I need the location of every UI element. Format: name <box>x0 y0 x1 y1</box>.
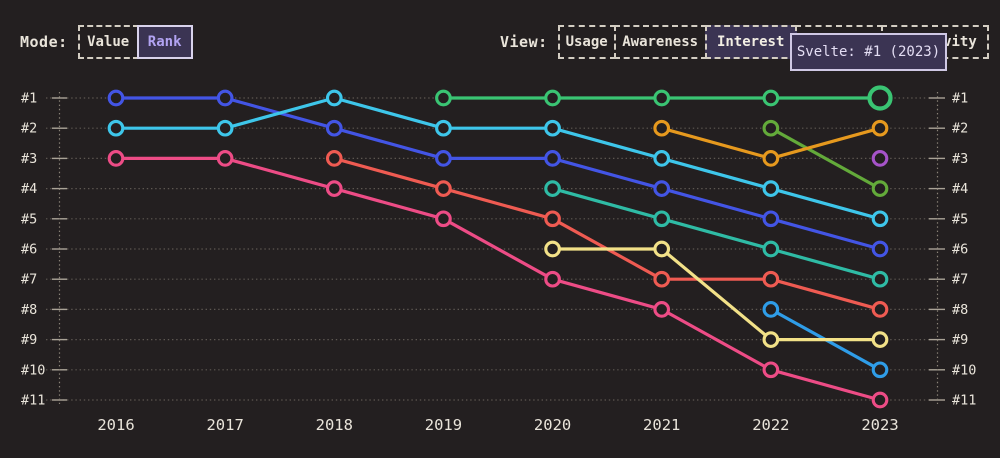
year-label-2017: 2017 <box>206 416 243 434</box>
data-point-blue-2021[interactable] <box>653 180 671 197</box>
mode-label: Mode: <box>20 33 68 51</box>
data-point-blue-2023[interactable] <box>871 240 889 258</box>
series-line-lime <box>769 126 882 191</box>
data-point-pink-2021[interactable] <box>653 301 671 318</box>
rank-label-right: #8 <box>952 302 968 318</box>
series-line-teal <box>550 187 882 281</box>
data-point-blue-2016[interactable] <box>107 89 125 107</box>
data-point-cyan-2021[interactable] <box>653 150 671 167</box>
data-point-cyan-2018[interactable] <box>325 89 343 107</box>
data-point-lime-2023[interactable] <box>871 180 889 197</box>
data-point-red-2023[interactable] <box>871 301 889 318</box>
mode-value-button[interactable]: Value <box>77 25 139 59</box>
mode-rank-button[interactable]: Rank <box>136 25 193 59</box>
rank-label-right: #2 <box>952 121 968 137</box>
data-point-red-2021[interactable] <box>653 270 671 288</box>
rank-label-left: #10 <box>21 362 45 378</box>
series-line-red <box>332 156 882 311</box>
data-point-cyan-2016[interactable] <box>107 119 125 137</box>
data-point-pink-2022[interactable] <box>762 361 780 379</box>
data-point-blue-2019[interactable] <box>435 150 452 167</box>
data-point-orange-2023[interactable] <box>871 119 889 137</box>
year-label-2023: 2023 <box>861 416 898 434</box>
year-label-2016: 2016 <box>97 416 134 434</box>
series-line-cyan <box>114 96 882 221</box>
data-point-pink-2017[interactable] <box>216 150 234 167</box>
data-point-cyan-2017[interactable] <box>216 119 234 137</box>
data-point-cyan-2020[interactable] <box>544 119 561 137</box>
rank-label-left: #3 <box>21 151 37 167</box>
data-point-pink-2016[interactable] <box>107 150 125 167</box>
series-line-blue <box>114 96 882 251</box>
data-point-svelte-2019[interactable] <box>435 89 452 107</box>
data-point-red-2018[interactable] <box>325 150 343 167</box>
year-label-2019: 2019 <box>425 416 462 434</box>
data-point-red-2020[interactable] <box>544 210 561 228</box>
data-point-pink-2018[interactable] <box>325 180 343 197</box>
data-point-teal-2021[interactable] <box>653 210 671 228</box>
data-point-pink-2023[interactable] <box>871 391 889 409</box>
rank-label-left: #7 <box>21 272 37 288</box>
data-point-svelte-2022[interactable] <box>762 89 780 107</box>
data-point-cyan-2023[interactable] <box>871 210 889 228</box>
rank-label-right: #6 <box>952 242 968 258</box>
data-point-yellow-2023[interactable] <box>871 331 889 348</box>
view-label: View: <box>500 33 548 51</box>
data-point-blue-2022[interactable] <box>762 210 780 228</box>
data-point-pink-2019[interactable] <box>435 210 452 228</box>
data-point-svelte-2020[interactable] <box>544 89 561 107</box>
rank-label-right: #10 <box>952 362 976 378</box>
year-label-2021: 2021 <box>643 416 680 434</box>
data-point-red-2022[interactable] <box>762 270 780 288</box>
rank-label-right: #9 <box>952 332 968 348</box>
data-point-orange-2021[interactable] <box>653 119 671 137</box>
year-label-2020: 2020 <box>534 416 571 434</box>
rank-label-left: #8 <box>21 302 37 318</box>
svelte-tooltip: Svelte: #1 (2023) <box>790 33 947 71</box>
year-label-2022: 2022 <box>752 416 789 434</box>
mode-control-group: Mode: Value Rank <box>20 25 193 59</box>
data-point-svelte-2021[interactable] <box>653 89 671 107</box>
data-point-blue-2017[interactable] <box>216 89 234 107</box>
rank-label-left: #11 <box>21 393 45 409</box>
data-point-teal-2023[interactable] <box>871 270 889 288</box>
data-point-teal-2020[interactable] <box>544 180 561 197</box>
rank-label-right: #3 <box>952 151 968 167</box>
series-line-yellow <box>550 247 882 342</box>
data-point-blue-2018[interactable] <box>325 119 343 137</box>
data-point-yellow-2021[interactable] <box>653 240 671 258</box>
data-point-lime-2022[interactable] <box>762 119 780 137</box>
data-point-pink-2020[interactable] <box>544 270 561 288</box>
data-point-azure-2023[interactable] <box>871 361 889 379</box>
data-point-red-2019[interactable] <box>435 180 452 197</box>
rank-label-right: #1 <box>952 91 968 107</box>
rank-label-left: #6 <box>21 242 37 258</box>
data-point-cyan-2019[interactable] <box>435 119 452 137</box>
data-point-cyan-2022[interactable] <box>762 180 780 197</box>
rank-label-left: #2 <box>21 121 37 137</box>
data-point-blue-2020[interactable] <box>544 150 561 167</box>
rank-label-left: #1 <box>21 91 37 107</box>
highlighted-data-point-svelte-2023[interactable] <box>867 85 893 111</box>
rank-label-left: #5 <box>21 211 37 227</box>
data-point-orange-2022[interactable] <box>762 150 780 167</box>
data-point-yellow-2020[interactable] <box>544 240 561 258</box>
data-point-azure-2022[interactable] <box>762 301 780 318</box>
rank-label-right: #5 <box>952 211 968 227</box>
rank-label-right: #4 <box>952 181 968 197</box>
data-point-purple-2023[interactable] <box>871 150 889 167</box>
rank-label-left: #9 <box>21 332 37 348</box>
data-point-yellow-2022[interactable] <box>762 331 780 348</box>
rank-label-right: #11 <box>952 393 976 409</box>
view-usage-button[interactable]: Usage <box>557 25 616 59</box>
view-interest-button[interactable]: Interest <box>704 25 797 59</box>
series-line-pink <box>114 156 882 402</box>
view-awareness-button[interactable]: Awareness <box>613 25 707 59</box>
year-label-2018: 2018 <box>316 416 353 434</box>
rank-label-left: #4 <box>21 181 37 197</box>
rank-label-right: #7 <box>952 272 968 288</box>
data-point-teal-2022[interactable] <box>762 240 780 258</box>
